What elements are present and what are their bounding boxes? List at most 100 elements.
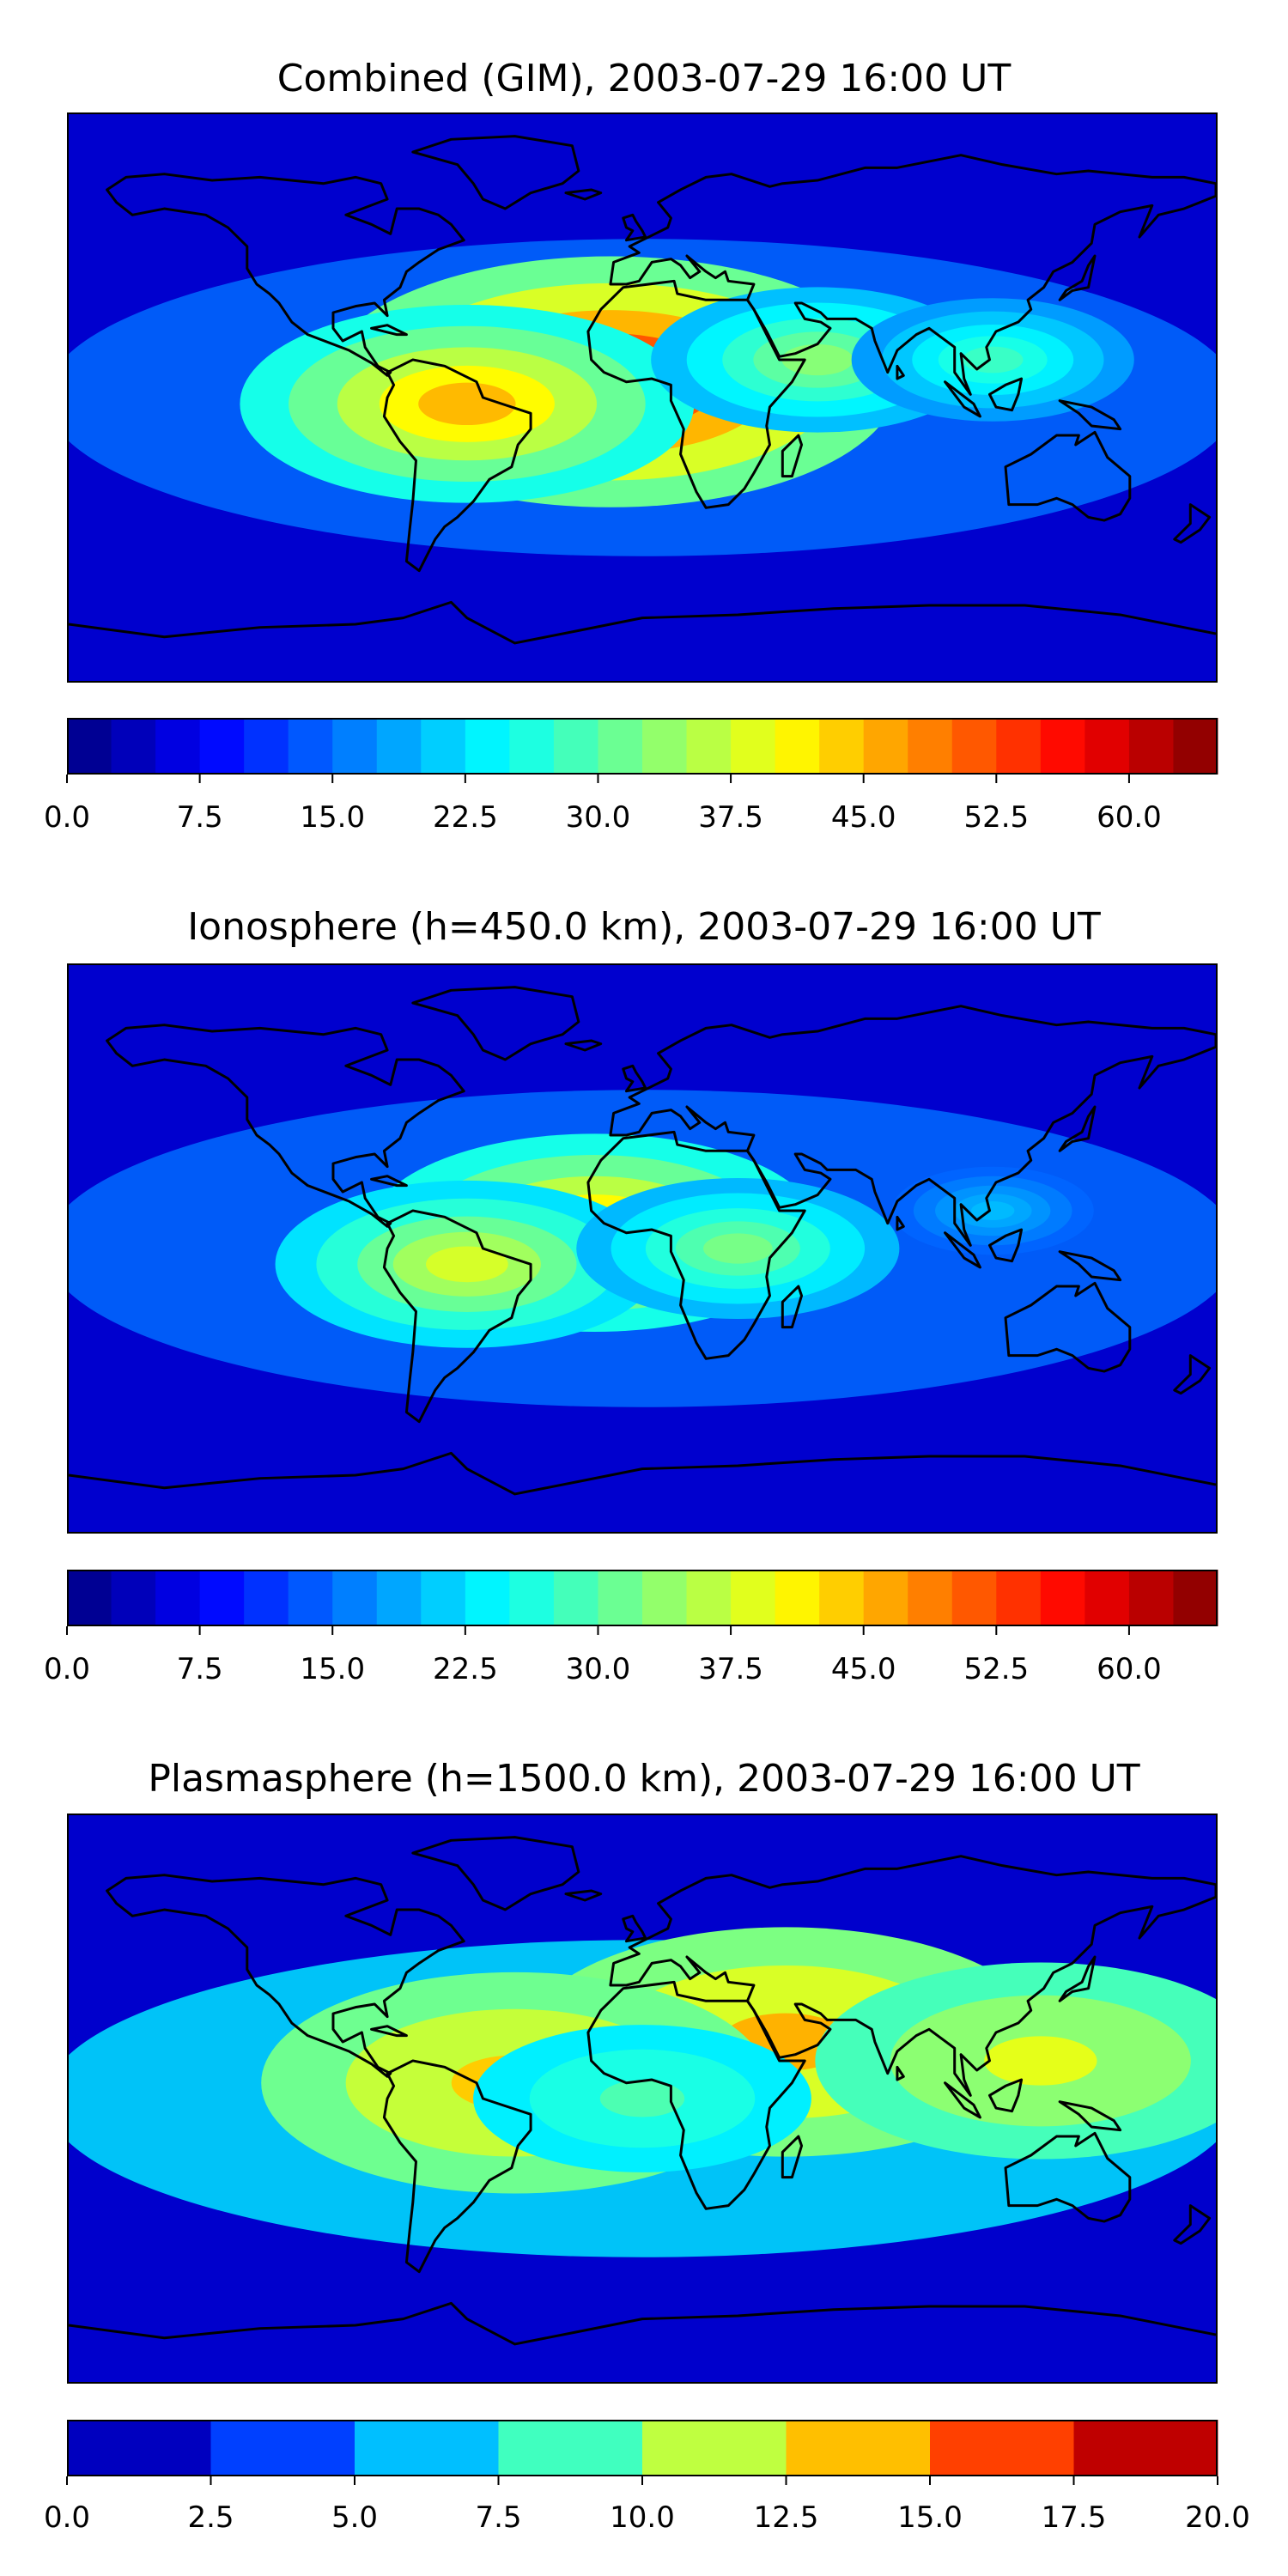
coastline-south-america	[382, 1209, 532, 1424]
coastline-sri-lanka	[896, 1215, 905, 1231]
coastline-sumatra	[944, 2081, 981, 2119]
colorbar-level-7	[1073, 2420, 1218, 2476]
colorbar-tick-label: 20.0	[1185, 2500, 1250, 2535]
coastline-new-guinea	[1058, 1250, 1122, 1282]
coastline-borneo	[987, 2078, 1024, 2113]
coastline-borneo	[987, 377, 1024, 412]
coastline-greenland	[411, 135, 580, 210]
colorbar-level-3	[199, 1570, 245, 1626]
coastline-australia	[1004, 430, 1132, 522]
colorbar-tick-label: 45.0	[830, 800, 896, 835]
colorbar-tick-label: 12.5	[753, 2500, 819, 2535]
colorbar-level-15	[731, 1570, 776, 1626]
colorbar-level-0	[67, 1570, 112, 1626]
coastline-japan	[1058, 1105, 1097, 1152]
colorbar-level-3	[199, 718, 245, 775]
coastline-cuba	[370, 2025, 408, 2038]
panel-title-combined: Combined (GIM), 2003-07-29 16:00 UT	[276, 57, 1012, 100]
coastline-iceland	[564, 1889, 603, 1902]
colorbar-level-4	[244, 1570, 289, 1626]
colorbar-level-22	[1040, 718, 1085, 775]
coastline-madagascar	[781, 1285, 804, 1329]
colorbar-level-11	[553, 1570, 598, 1626]
contour-feature-2-level-4	[703, 1233, 773, 1264]
colorbar-tick-label: 30.0	[565, 800, 631, 835]
colorbar-tick-label: 17.5	[1041, 2500, 1107, 2535]
colorbar-ionosphere	[66, 1570, 1218, 1635]
colorbar-svg-ionosphere	[66, 1570, 1218, 1635]
map-combined	[67, 112, 1218, 683]
colorbar-level-1	[210, 2420, 355, 2476]
coastline-south-america	[382, 358, 532, 573]
colorbar-tick-label: 7.5	[176, 800, 223, 835]
coastline-north-america	[106, 1024, 465, 1228]
colorbar-level-13	[642, 1570, 688, 1626]
colorbar-border	[67, 2420, 1218, 2476]
coastline-sumatra	[944, 1231, 981, 1269]
colorbar-level-10	[509, 1570, 555, 1626]
colorbar-tick-label: 22.5	[432, 1652, 498, 1686]
colorbar-level-19	[908, 718, 953, 775]
colorbar-level-22	[1040, 1570, 1085, 1626]
colorbar-level-25	[1173, 1570, 1218, 1626]
colorbar-level-4	[642, 2420, 787, 2476]
colorbar-tick-label: 52.5	[963, 800, 1030, 835]
colorbar-tick-label: 7.5	[475, 2500, 522, 2535]
colorbar-level-5	[288, 1570, 333, 1626]
colorbar-tick-label: 10.0	[610, 2500, 675, 2535]
colorbar-ticks-ionosphere: 0.0 7.5 15.0 22.5 30.0 37.5 45.0 52.5 60.0	[44, 1652, 1218, 1688]
colorbar-level-21	[996, 718, 1042, 775]
colorbar-level-9	[465, 718, 510, 775]
colorbar-level-17	[819, 1570, 865, 1626]
colorbar-level-21	[996, 1570, 1042, 1626]
coastline-japan	[1058, 1955, 1097, 2002]
contour-feature-3-level-4	[962, 346, 1024, 374]
map-svg-combined	[69, 114, 1216, 681]
colorbar-level-20	[951, 1570, 997, 1626]
colorbar-tick-label: 60.0	[1097, 1652, 1162, 1686]
coastline-australia	[1004, 2131, 1132, 2223]
colorbar-tick-label: 37.5	[698, 800, 763, 835]
colorbar-level-7	[376, 718, 422, 775]
colorbar-level-17	[819, 718, 865, 775]
colorbar-level-14	[686, 718, 732, 775]
map-ionosphere	[67, 963, 1218, 1534]
colorbar-level-18	[863, 718, 908, 775]
colorbar-level-2	[355, 2420, 499, 2476]
colorbar-level-20	[951, 718, 997, 775]
coastline-north-america	[106, 173, 465, 377]
colorbar-svg-plasmasphere	[66, 2420, 1218, 2485]
colorbar-svg-combined	[66, 718, 1218, 783]
coastline-antarctica-coast	[69, 2301, 1216, 2346]
colorbar-level-2	[155, 1570, 201, 1626]
colorbar-tick-label: 45.0	[830, 1652, 896, 1686]
coastline-great-britain	[622, 1914, 647, 1943]
panel-title-plasmasphere: Plasmasphere (h=1500.0 km), 2003-07-29 1…	[148, 1757, 1140, 1801]
coastline-antarctica-coast	[69, 1451, 1216, 1496]
colorbar-level-8	[421, 1570, 466, 1626]
colorbar-level-6	[930, 2420, 1074, 2476]
colorbar-level-18	[863, 1570, 908, 1626]
coastline-sri-lanka	[896, 2065, 905, 2081]
colorbar-level-2	[155, 718, 201, 775]
colorbar-level-6	[332, 1570, 378, 1626]
colorbar-tick-label: 15.0	[300, 800, 366, 835]
coastline-eurasia	[609, 1005, 1216, 1247]
colorbar-tick-label: 37.5	[698, 1652, 763, 1686]
coastline-iceland	[564, 1039, 603, 1052]
coastline-new-zealand	[1173, 503, 1212, 544]
colorbar-tick-label: 5.0	[331, 2500, 379, 2535]
colorbar-level-5	[288, 718, 333, 775]
colorbar-level-16	[775, 718, 820, 775]
colorbar-tick-label: 7.5	[176, 1652, 223, 1686]
coastline-new-guinea	[1058, 2100, 1122, 2132]
coastline-borneo	[987, 1228, 1024, 1263]
colorbar-level-16	[775, 1570, 820, 1626]
coastline-cuba	[370, 324, 408, 337]
colorbar-level-19	[908, 1570, 953, 1626]
colorbar-level-25	[1173, 718, 1218, 775]
coastline-north-america	[106, 1874, 465, 2078]
coastline-eurasia	[609, 154, 1216, 396]
coastline-madagascar	[781, 2135, 804, 2179]
colorbar-level-0	[67, 2420, 211, 2476]
